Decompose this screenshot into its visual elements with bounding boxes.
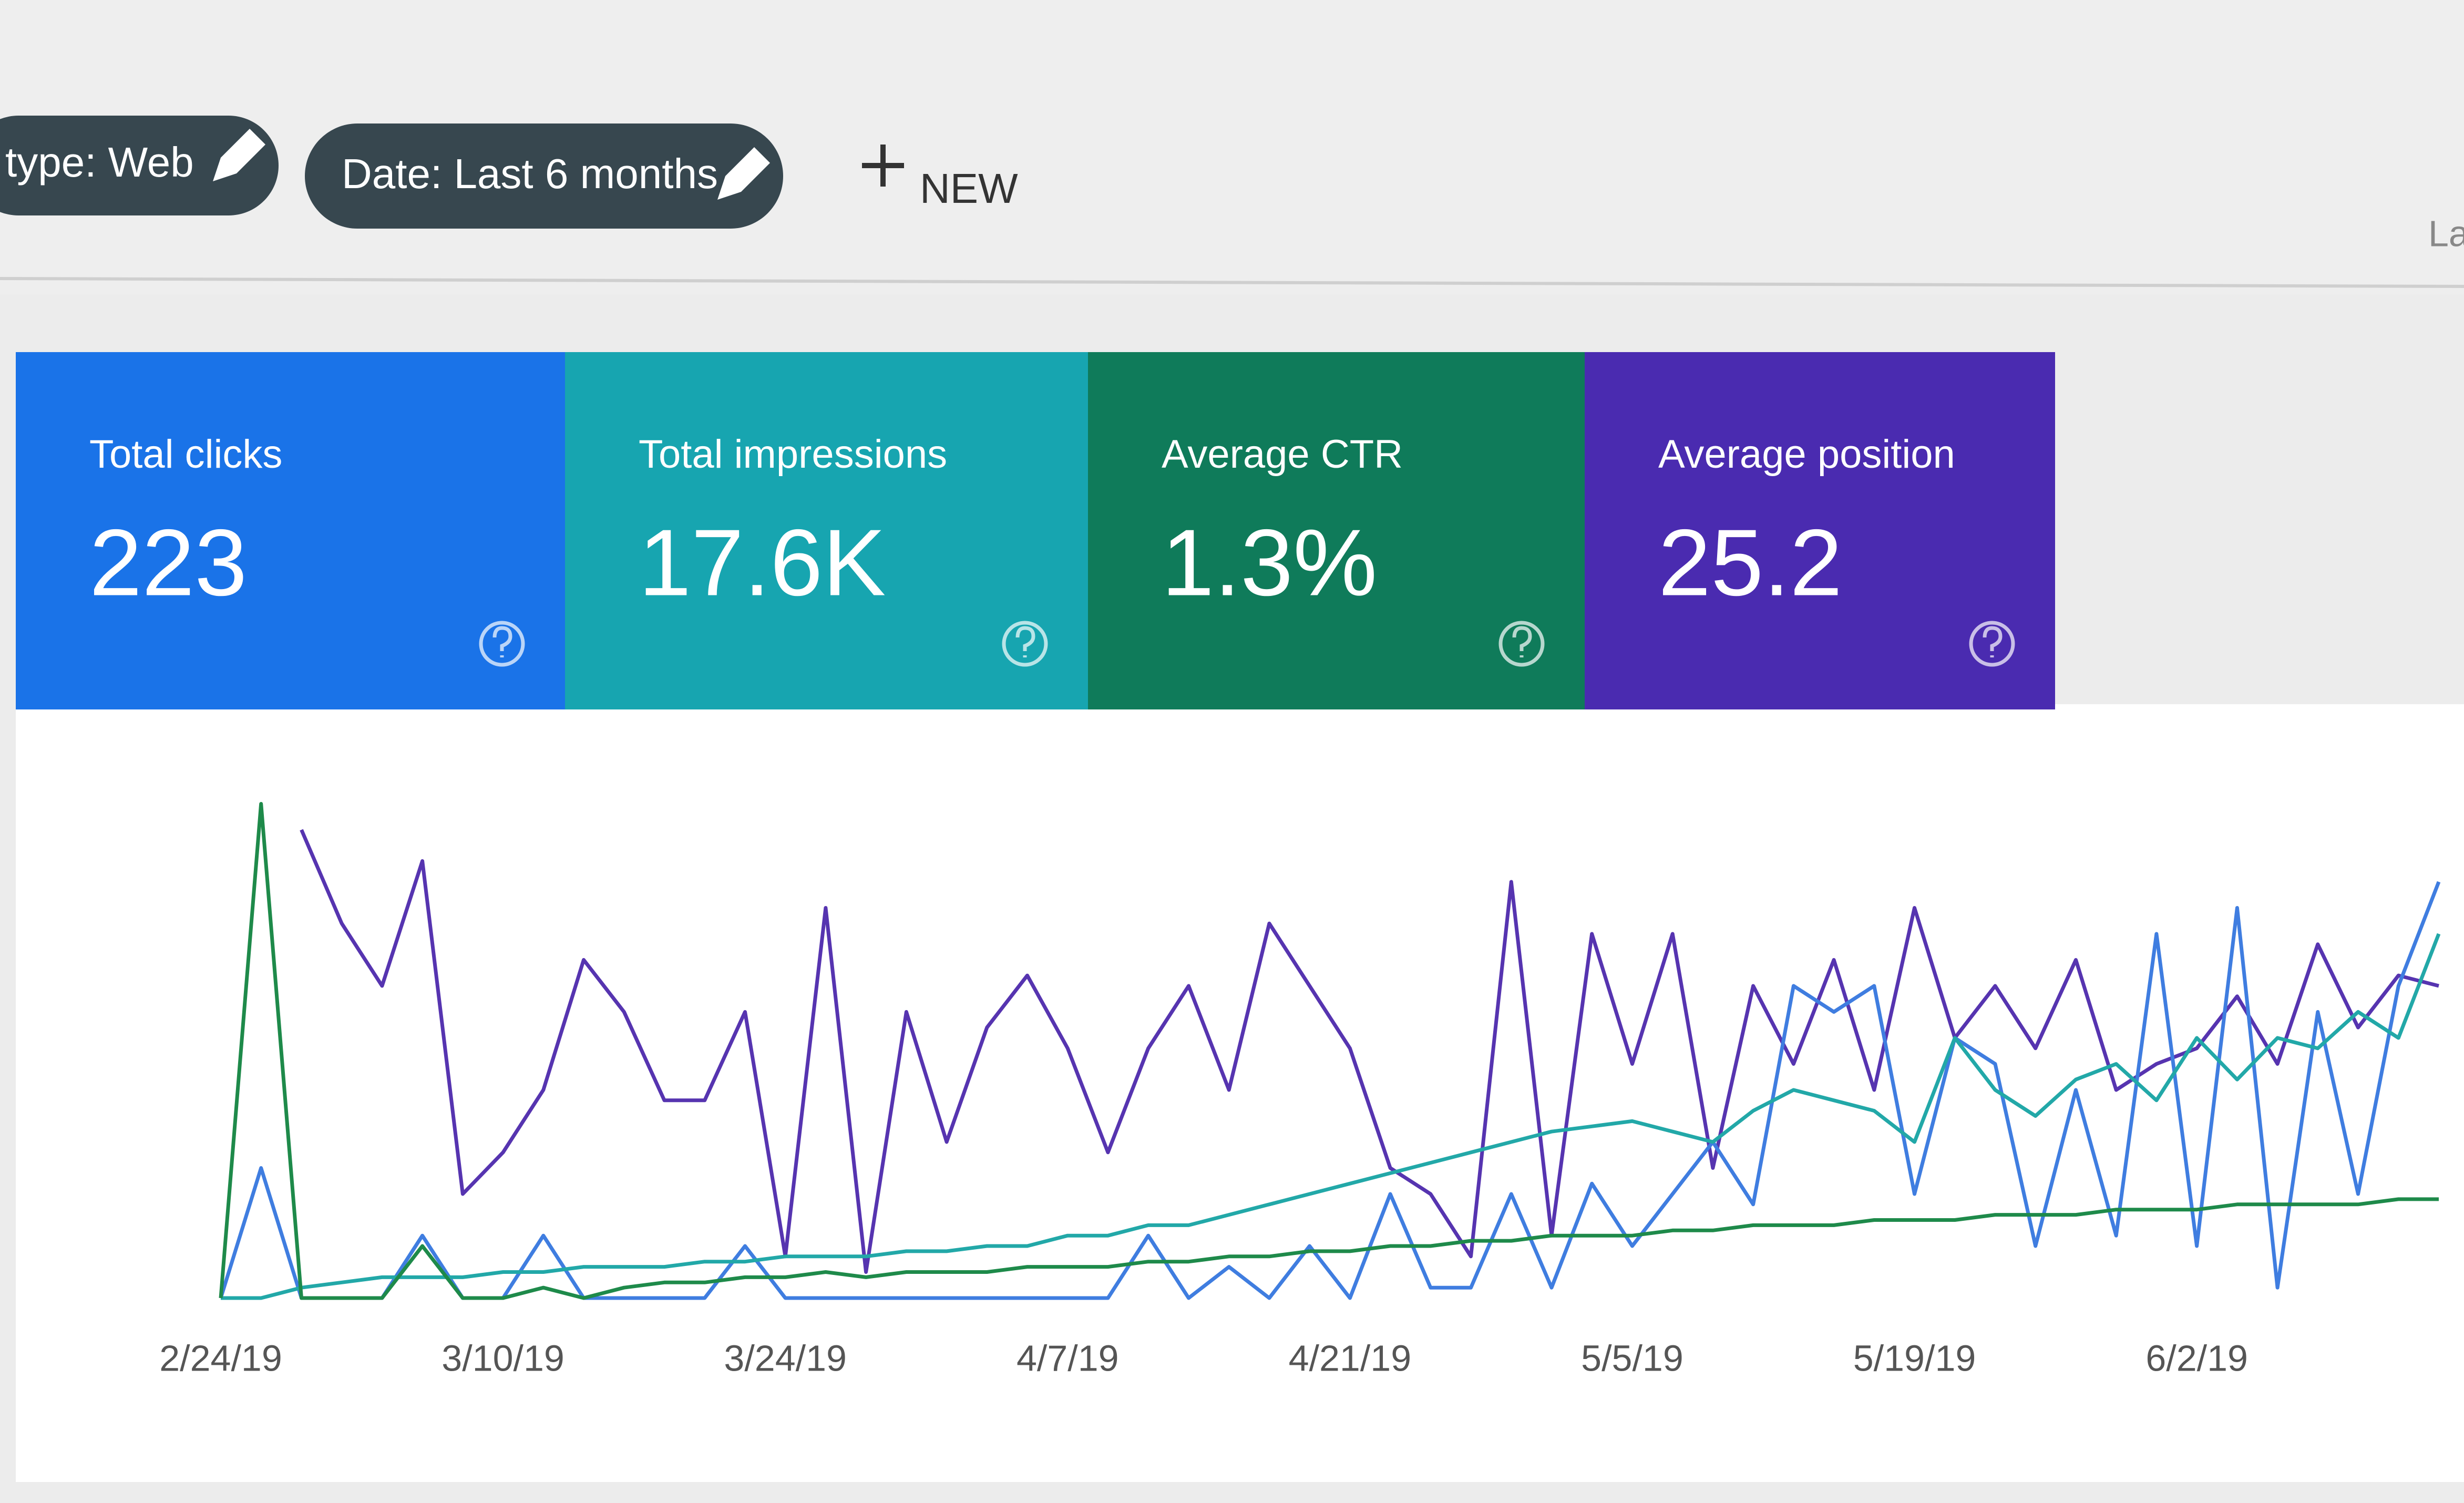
series-line xyxy=(300,829,2439,1274)
x-tick-label: 2/24/19 xyxy=(159,1337,282,1378)
filter-chip[interactable]: type: Web xyxy=(0,116,279,215)
chip-bg xyxy=(0,116,279,215)
card-value: 223 xyxy=(89,510,247,616)
help-icon xyxy=(1969,621,2015,667)
chart-panel xyxy=(16,704,2464,1482)
plus-icon xyxy=(862,145,904,187)
metric-card[interactable]: Average CTR 1.3% xyxy=(1088,352,1585,709)
new-button[interactable]: NEW xyxy=(862,145,1018,212)
metric-card[interactable]: Total impressions 17.6K xyxy=(565,352,1088,709)
chart: 2/24/19 3/10/19 3/24/19 4/7/19 4/21/19 5/5/19… xyxy=(159,802,2441,1378)
card-bg xyxy=(16,352,565,709)
card-value: 25.2 xyxy=(1658,510,1842,616)
corner-text: La xyxy=(2428,213,2464,254)
x-tick-label: 5/5/19 xyxy=(1581,1337,1683,1378)
x-tick-label: 4/21/19 xyxy=(1289,1337,1412,1378)
card-label: Average CTR xyxy=(1162,432,1403,477)
series-line xyxy=(221,933,2441,1300)
metric-card[interactable]: Total clicks 223 xyxy=(16,352,565,709)
x-tick-label: 6/2/19 xyxy=(2145,1337,2248,1378)
chip-label: Date: Last 6 months xyxy=(342,150,718,197)
chip-bg xyxy=(305,123,783,229)
edit-icon xyxy=(717,147,770,200)
help-icon-mark xyxy=(492,626,512,657)
card-value: 17.6K xyxy=(639,510,886,616)
new-label: NEW xyxy=(920,165,1018,212)
card-label: Average position xyxy=(1658,432,1955,477)
help-icon xyxy=(1002,621,1048,667)
help-icon-mark xyxy=(1983,626,2003,657)
filter-chip[interactable]: Date: Last 6 months xyxy=(305,123,783,229)
metric-cards: Total clicks 223 Total impressions 17.6K Ave… xyxy=(16,352,2055,709)
x-tick-label: 5/19/19 xyxy=(1853,1337,1976,1378)
card-bg xyxy=(565,352,1088,709)
x-tick-label: 3/24/19 xyxy=(724,1337,847,1378)
edit-icon xyxy=(213,129,265,181)
card-label: Total impressions xyxy=(639,432,947,477)
metric-card[interactable]: Average position 25.2 xyxy=(1585,352,2055,709)
divider xyxy=(0,277,2464,288)
card-label: Total clicks xyxy=(89,432,282,477)
help-icon-mark xyxy=(1015,626,1035,657)
series-line xyxy=(219,802,2439,1300)
card-value: 1.3% xyxy=(1162,510,1377,616)
x-tick-label: 3/10/19 xyxy=(442,1337,564,1378)
chip-label: type: Web xyxy=(5,139,194,186)
x-tick-label: 4/7/19 xyxy=(1017,1337,1119,1378)
help-icon xyxy=(1498,621,1545,667)
help-icon-mark xyxy=(1512,626,1532,657)
help-icon xyxy=(479,621,525,667)
card-bg xyxy=(1585,352,2055,709)
